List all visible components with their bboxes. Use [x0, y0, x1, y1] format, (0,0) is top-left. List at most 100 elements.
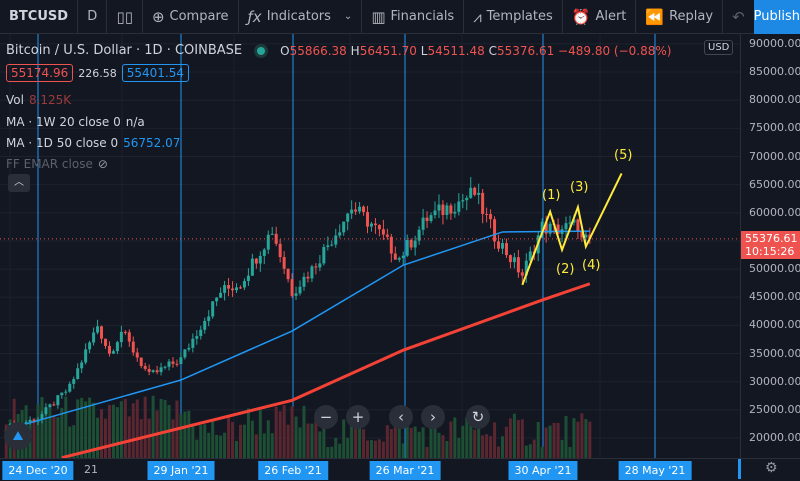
- tradingview-logo[interactable]: ⛰: [4, 422, 32, 450]
- volume-bar: [409, 427, 413, 458]
- candle-body: [195, 336, 199, 339]
- compare-button[interactable]: ⊕ Compare: [143, 0, 239, 34]
- price-chart[interactable]: [0, 34, 740, 458]
- time-label: 30 Apr '21: [508, 461, 578, 480]
- collapse-legend-button[interactable]: ︿: [8, 174, 30, 192]
- ma1w-value: n/a: [125, 115, 145, 129]
- zoom-in-button[interactable]: +: [346, 405, 370, 429]
- interval-button[interactable]: D: [78, 0, 108, 34]
- volume-bar: [532, 439, 536, 458]
- candle-body: [191, 338, 195, 348]
- symbol-search[interactable]: BTCUSD: [0, 0, 79, 34]
- wave-label-3: (3): [570, 180, 589, 195]
- time-label: 26 Feb '21: [258, 461, 328, 480]
- chevron-down-icon[interactable]: ⌄: [343, 11, 353, 22]
- candle-body: [524, 260, 528, 276]
- volume-bar: [203, 424, 207, 458]
- candle-body: [393, 253, 397, 260]
- sell-price-button[interactable]: 55174.96: [6, 64, 74, 82]
- candle-body: [548, 223, 552, 234]
- time-axis[interactable]: 24 Dec '20 21 29 Jan '21 26 Feb '21 26 M…: [0, 458, 800, 481]
- volume-bar: [195, 439, 199, 458]
- volume-bar: [362, 429, 366, 458]
- reset-chart-button[interactable]: ↻: [466, 405, 490, 429]
- symbol-title: Bitcoin / U.S. Dollar · 1D · COINBASE: [6, 43, 243, 58]
- volume-bar: [385, 425, 389, 458]
- candle-body: [155, 370, 159, 373]
- candle-body: [60, 392, 64, 396]
- indicators-button[interactable]: ƒx Indicators ⌄: [239, 0, 363, 34]
- volume-bar: [44, 414, 48, 458]
- candle-body: [199, 329, 203, 337]
- candle-body: [187, 347, 191, 350]
- volume-bar: [485, 434, 489, 458]
- volume-bar: [294, 416, 298, 458]
- candle-body: [389, 236, 393, 254]
- candle-body: [44, 407, 48, 415]
- candle-body: [350, 209, 354, 214]
- candle-body: [207, 316, 211, 321]
- candle-body: [242, 281, 246, 288]
- settings-gear-icon[interactable]: ⚙: [765, 460, 778, 476]
- wave-label-4: (4): [582, 258, 601, 273]
- scroll-right-button[interactable]: ›: [421, 405, 445, 429]
- candle-body: [469, 187, 473, 198]
- price-tick: 35000.00: [749, 346, 800, 360]
- volume-value: 8.125K: [28, 93, 72, 107]
- chart-type-button[interactable]: ▯▯: [107, 0, 143, 34]
- candle-body: [227, 285, 231, 289]
- candle-body: [318, 263, 322, 268]
- volume-bar: [119, 401, 123, 458]
- candle-body: [56, 395, 60, 406]
- eye-hidden-icon[interactable]: ⊘: [97, 157, 108, 171]
- time-label: 29 Jan '21: [147, 461, 215, 480]
- volume-bar: [381, 441, 385, 458]
- replay-label: Replay: [669, 9, 714, 24]
- publish-button[interactable]: Publish: [753, 0, 800, 34]
- volume-bar: [421, 427, 425, 458]
- undo-button[interactable]: ↶: [723, 0, 754, 34]
- candle-body: [100, 326, 104, 339]
- financials-button[interactable]: ▥ Financials: [362, 0, 465, 34]
- change-value: −489.80 (−0.88%): [558, 43, 672, 58]
- volume-bar: [326, 447, 330, 458]
- ma1w-label: MA · 1W 20 close 0: [6, 115, 121, 129]
- buy-price-button[interactable]: 55401.54: [121, 64, 190, 82]
- candle-body: [326, 245, 330, 248]
- volume-bar: [111, 404, 115, 458]
- bar-countdown: 10:15:26: [745, 245, 795, 258]
- volume-bar: [159, 398, 163, 458]
- volume-bar: [512, 413, 516, 458]
- volume-bar: [405, 422, 409, 458]
- templates-button[interactable]: ⩘ Templates: [464, 0, 563, 34]
- candle-body: [401, 255, 405, 258]
- price-axis[interactable]: 90000.00 85000.00 80000.00 75000.00 70000.00…: [740, 34, 800, 458]
- alert-button[interactable]: ⏰ Alert: [563, 0, 637, 34]
- replay-button[interactable]: ⏪ Replay: [636, 0, 724, 34]
- volume-bar: [314, 417, 318, 458]
- scroll-left-button[interactable]: ‹: [389, 405, 413, 429]
- volume-bar: [231, 422, 235, 458]
- currency-button[interactable]: USD: [704, 40, 734, 55]
- price-tick: 65000.00: [749, 177, 800, 191]
- volume-bar: [556, 422, 560, 458]
- volume-bar: [215, 434, 219, 458]
- time-label: 24 Dec '20: [2, 461, 74, 480]
- wave-label-1: (1): [542, 188, 561, 203]
- candle-body: [151, 370, 155, 372]
- volume-bar: [32, 418, 36, 458]
- time-scroll-handle[interactable]: [738, 459, 741, 479]
- volume-bar: [540, 446, 544, 458]
- volume-bar: [504, 426, 508, 458]
- candle-body: [266, 234, 270, 250]
- volume-bar: [528, 444, 532, 458]
- candle-body: [159, 367, 163, 373]
- candle-body: [219, 292, 223, 298]
- candle-body: [449, 205, 453, 214]
- zoom-out-button[interactable]: −: [314, 405, 338, 429]
- volume-bar: [103, 418, 107, 458]
- candle-body: [437, 204, 441, 211]
- volume-bar: [397, 421, 401, 458]
- candle-body: [175, 363, 179, 365]
- volume-bar: [369, 440, 373, 458]
